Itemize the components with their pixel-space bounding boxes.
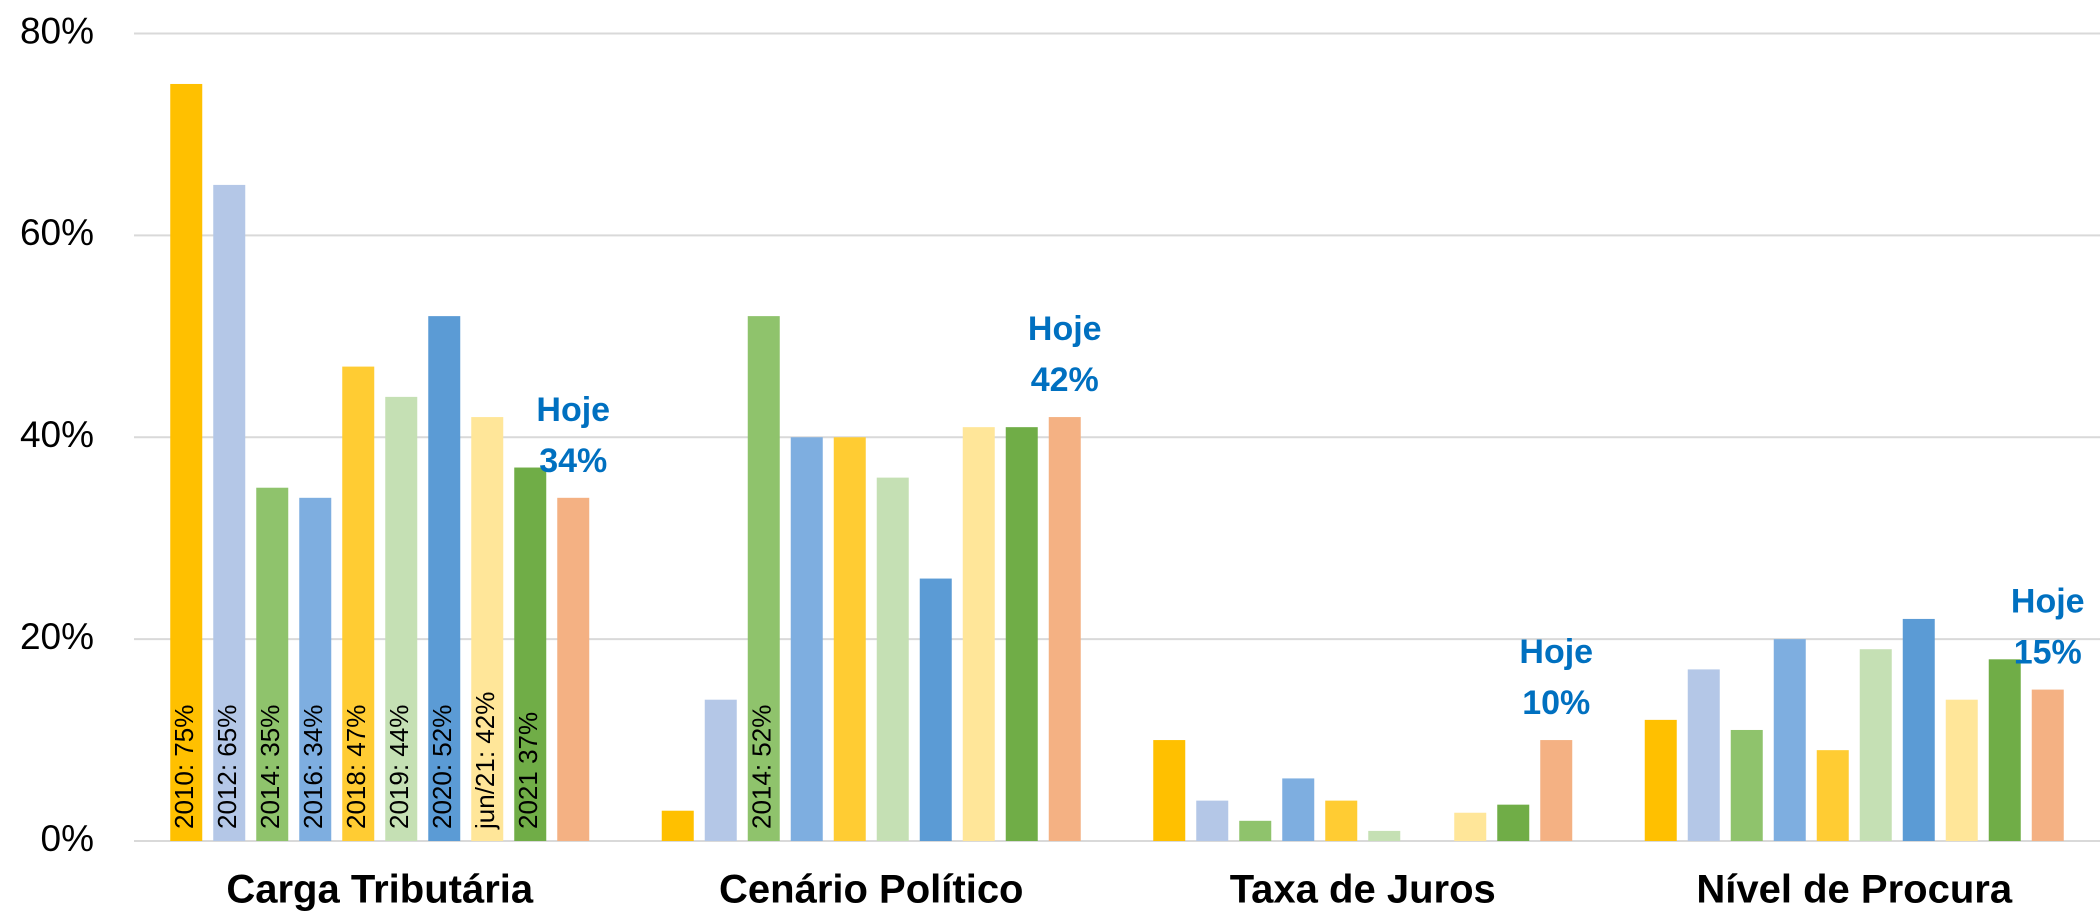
- bar: [876, 477, 909, 841]
- bar: [385, 396, 418, 841]
- y-tick-label: 80%: [20, 10, 94, 51]
- value-label: 42%: [1031, 361, 1099, 399]
- bar: [213, 184, 246, 841]
- x-tick-label: Nível de Procura: [1696, 868, 2012, 912]
- bar: [514, 467, 547, 841]
- bar: [471, 417, 504, 841]
- bar: [342, 366, 375, 841]
- y-tick-label: 0%: [41, 818, 94, 859]
- bar: [1687, 669, 1720, 841]
- value-label: 2019: 44%: [384, 705, 414, 829]
- bar: [557, 497, 590, 841]
- bar: [962, 427, 995, 841]
- series-name-label: Hoje: [2011, 583, 2085, 621]
- bar: [1325, 800, 1358, 841]
- bar: [2031, 689, 2064, 841]
- bar: [1644, 719, 1677, 841]
- value-label: 2014: 52%: [747, 705, 777, 829]
- bar: [1816, 750, 1849, 841]
- bar: [919, 578, 952, 841]
- value-label: 34%: [539, 442, 607, 480]
- bar: [170, 83, 203, 841]
- bar: [1196, 800, 1229, 841]
- bar: [1730, 729, 1763, 841]
- x-tick-label: Taxa de Juros: [1230, 868, 1496, 912]
- bar: [1368, 830, 1401, 841]
- bar: [1282, 778, 1315, 841]
- bar: [833, 437, 866, 841]
- bar: [1902, 618, 1935, 841]
- value-label: 2016: 34%: [298, 705, 328, 829]
- bar: [1988, 659, 2021, 841]
- bar: [1497, 804, 1530, 841]
- bar: [661, 810, 694, 841]
- bar: [1454, 812, 1487, 841]
- value-label: 15%: [2014, 634, 2082, 672]
- bar: [1048, 417, 1081, 841]
- value-label: 2018: 47%: [341, 705, 371, 829]
- bar: [704, 699, 737, 841]
- series-name-label: Hoje: [536, 391, 610, 429]
- bar: [1005, 427, 1038, 841]
- bar: [1773, 639, 1806, 841]
- value-label: 2021 37%: [513, 712, 543, 829]
- bar: [428, 316, 461, 841]
- y-tick-label: 60%: [20, 212, 94, 253]
- value-label: 2014: 35%: [255, 705, 285, 829]
- value-label: 10%: [1522, 684, 1590, 722]
- bar: [790, 437, 823, 841]
- bar: [299, 497, 332, 841]
- y-tick-label: 20%: [20, 616, 94, 657]
- bar: [1239, 820, 1272, 841]
- bar: [747, 316, 780, 841]
- series-name-label: Hoje: [1028, 310, 1102, 348]
- value-label: 2012: 65%: [212, 705, 242, 829]
- value-label: jun/21: 42%: [470, 692, 500, 830]
- value-label: 2010: 75%: [169, 705, 199, 829]
- bar: [1859, 649, 1892, 841]
- value-label: 2020: 52%: [427, 705, 457, 829]
- bar: [1540, 740, 1573, 841]
- y-tick-label: 40%: [20, 414, 94, 455]
- x-tick-label: Cenário Político: [719, 868, 1024, 912]
- bar: [256, 487, 289, 841]
- bar: [1153, 740, 1186, 841]
- bar: [1945, 699, 1978, 841]
- series-name-label: Hoje: [1519, 633, 1593, 671]
- x-tick-label: Carga Tributária: [226, 868, 534, 912]
